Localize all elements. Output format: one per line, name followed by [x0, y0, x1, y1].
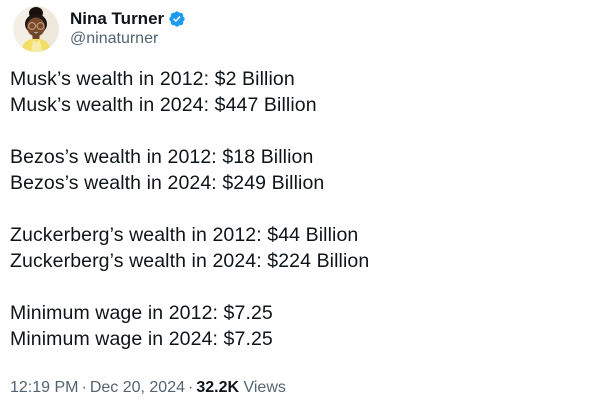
views-label: Views: [243, 379, 286, 396]
avatar[interactable]: [13, 6, 59, 52]
tweet-paragraph: Musk’s wealth in 2012: $2 Billion Musk’s …: [10, 68, 317, 116]
verified-badge-icon[interactable]: [168, 10, 186, 28]
footer-separator: ·: [188, 379, 194, 396]
author-name[interactable]: Nina Turner: [70, 9, 165, 28]
author-name-row: Nina Turner: [70, 8, 186, 29]
timestamp-time: 12:19 PM: [10, 379, 79, 396]
tweet-paragraph: Zuckerberg’s wealth in 2012: $44 Billion…: [10, 224, 370, 272]
tweet-body: Musk’s wealth in 2012: $2 Billion Musk’s …: [10, 66, 584, 352]
tweet-header: Nina Turner @ninaturner: [10, 6, 584, 52]
footer-separator: ·: [81, 379, 87, 396]
tweet-footer: 12:19 PM · Dec 20, 2024 · 32.2K Views: [10, 378, 584, 398]
avatar-image: [13, 6, 59, 52]
author-block: Nina Turner @ninaturner: [70, 6, 186, 49]
tweet-paragraph: Minimum wage in 2012: $7.25 Minimum wage …: [10, 302, 273, 350]
tweet-paragraph: Bezos’s wealth in 2012: $18 Billion Bezos…: [10, 146, 325, 194]
timestamp-date: Dec 20, 2024: [89, 379, 185, 396]
author-handle[interactable]: @ninaturner: [70, 30, 159, 47]
views-count: 32.2K: [196, 379, 240, 396]
